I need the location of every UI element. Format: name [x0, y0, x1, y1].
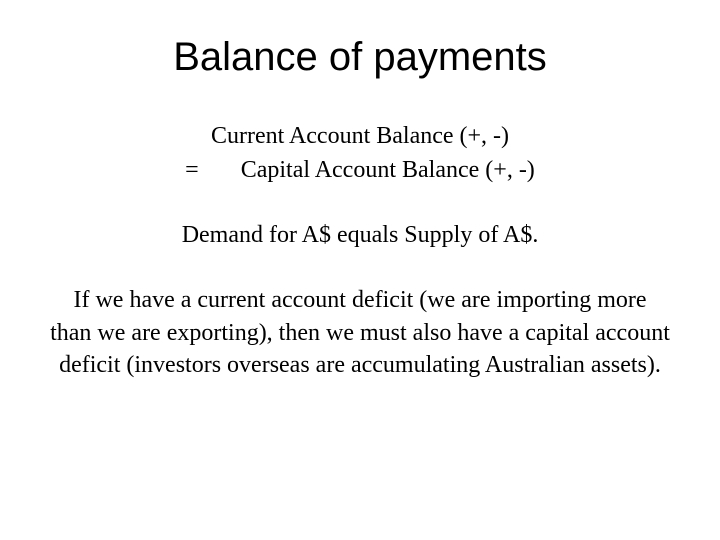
slide-title: Balance of payments — [40, 35, 680, 80]
body-paragraph: If we have a current account deficit (we… — [40, 284, 680, 381]
demand-supply-text: Demand for A$ equals Supply of A$. — [40, 222, 680, 249]
equation-line2: = Capital Account Balance (+, -) — [40, 154, 680, 188]
equation-line1: Current Account Balance (+, -) — [40, 120, 680, 154]
equation-block: Current Account Balance (+, -) = Capital… — [40, 120, 680, 187]
slide-container: Balance of payments Current Account Bala… — [0, 0, 720, 540]
